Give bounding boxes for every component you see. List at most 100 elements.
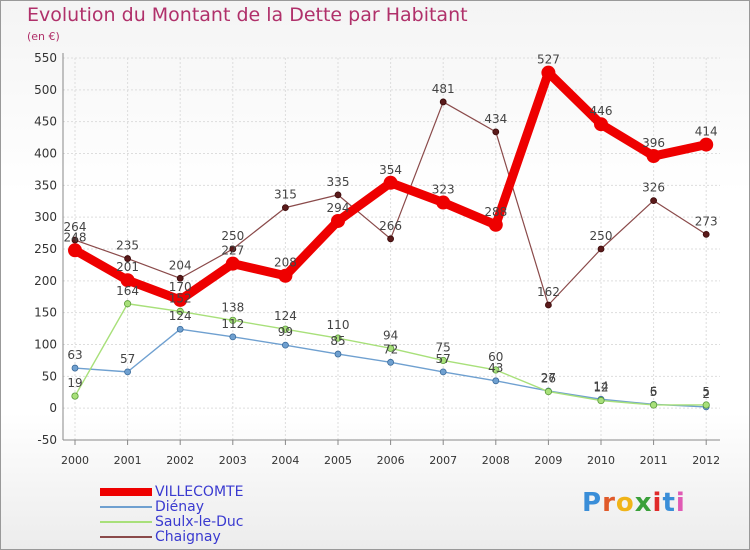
data-label-saulx-le-duc: 110 xyxy=(327,318,350,332)
data-label-saulx-le-duc: 164 xyxy=(116,284,139,298)
data-label-villecomte: 294 xyxy=(327,201,350,215)
legend-item-villecomte: VILLECOMTE xyxy=(100,485,360,500)
data-point-chaignay xyxy=(545,301,552,309)
data-label-dienay: 6 xyxy=(650,384,658,398)
y-tick-label: 450 xyxy=(34,115,57,129)
legend-label: Diénay xyxy=(155,499,205,515)
data-point-villecomte xyxy=(173,292,188,307)
data-label-villecomte: 288 xyxy=(484,205,507,219)
data-point-dienay xyxy=(229,333,237,341)
legend-label: VILLECOMTE xyxy=(155,484,244,500)
data-label-saulx-le-duc: 124 xyxy=(274,309,297,323)
data-label-villecomte: 208 xyxy=(274,256,297,270)
data-label-villecomte: 354 xyxy=(379,163,402,177)
data-point-chaignay xyxy=(281,204,289,212)
data-label-chaignay: 335 xyxy=(327,175,350,189)
data-label-villecomte: 446 xyxy=(590,104,613,118)
x-tick-label: 2006 xyxy=(377,454,405,467)
logo-letter: i xyxy=(675,488,686,518)
data-point-saulx-le-duc xyxy=(492,366,500,374)
y-tick-label: 500 xyxy=(34,83,57,97)
x-tick-label: 2009 xyxy=(534,454,562,467)
data-point-saulx-le-duc xyxy=(649,401,658,409)
data-label-saulx-le-duc: 26 xyxy=(541,372,556,386)
data-point-chaignay xyxy=(176,274,184,282)
data-point-saulx-le-duc xyxy=(702,401,710,409)
x-tick-label: 2011 xyxy=(640,454,668,467)
y-tick-label: -50 xyxy=(37,433,57,447)
data-point-dienay xyxy=(176,325,184,333)
data-label-saulx-le-duc: 94 xyxy=(383,328,398,342)
data-label-chaignay: 250 xyxy=(221,229,244,243)
data-point-chaignay xyxy=(702,230,710,238)
y-tick-label: 250 xyxy=(34,242,57,256)
data-point-villecomte xyxy=(541,65,556,80)
data-label-dienay: 2 xyxy=(702,387,710,401)
data-label-saulx-le-duc: 60 xyxy=(488,350,503,364)
y-tick-label: 550 xyxy=(34,51,57,65)
data-point-saulx-le-duc xyxy=(281,325,289,333)
legend-swatch xyxy=(100,488,152,496)
y-tick-label: 300 xyxy=(34,210,57,224)
legend-swatch xyxy=(100,521,152,523)
x-tick-label: 2010 xyxy=(587,454,615,467)
data-point-dienay xyxy=(492,377,500,385)
data-label-saulx-le-duc: 5 xyxy=(650,385,658,399)
data-point-saulx-le-duc xyxy=(334,334,342,342)
logo-letter: r xyxy=(602,488,616,518)
data-point-villecomte xyxy=(331,213,345,228)
y-tick-label: 100 xyxy=(34,338,57,352)
legend-item-saulx-le-duc: Saulx-le-Duc xyxy=(100,515,360,530)
data-label-chaignay: 315 xyxy=(274,188,297,202)
data-point-dienay xyxy=(387,358,395,366)
data-label-villecomte: 396 xyxy=(642,136,665,150)
axes xyxy=(62,53,720,445)
data-point-saulx-le-duc xyxy=(71,392,79,400)
y-tick-label: 200 xyxy=(34,274,57,288)
y-tick-label: 400 xyxy=(34,147,57,161)
logo-letter: t xyxy=(662,488,676,518)
y-tick-label: 50 xyxy=(42,369,57,383)
data-label-saulx-le-duc: 19 xyxy=(67,376,82,390)
data-label-dienay: 112 xyxy=(221,317,244,331)
y-tick-label: 0 xyxy=(49,401,57,415)
data-label-villecomte: 323 xyxy=(432,183,455,197)
data-label-chaignay: 264 xyxy=(64,220,87,234)
x-tick-label: 2005 xyxy=(324,454,352,467)
data-point-chaignay xyxy=(439,98,447,106)
x-tick-label: 2002 xyxy=(166,454,194,467)
data-label-chaignay: 481 xyxy=(432,82,455,96)
series-layer xyxy=(68,65,714,411)
data-point-villecomte xyxy=(699,137,714,152)
data-point-saulx-le-duc xyxy=(597,396,605,405)
legend-swatch xyxy=(100,506,152,508)
data-label-saulx-le-duc: 12 xyxy=(593,381,608,395)
logo-letter: i xyxy=(652,488,663,518)
data-label-saulx-le-duc: 152 xyxy=(169,291,192,305)
data-point-chaignay xyxy=(71,236,79,244)
data-label-dienay: 27 xyxy=(541,371,556,385)
data-point-villecomte xyxy=(488,217,503,232)
data-point-chaignay xyxy=(229,245,237,253)
data-label-villecomte: 527 xyxy=(537,53,560,67)
data-point-chaignay xyxy=(597,245,605,253)
data-label-dienay: 57 xyxy=(436,352,451,366)
legend-item-chaignay: Chaignay xyxy=(100,530,360,545)
legend-swatch xyxy=(100,536,152,538)
data-point-dienay xyxy=(71,364,79,372)
grid xyxy=(63,57,720,441)
data-label-chaignay: 250 xyxy=(590,229,613,243)
data-label-villecomte: 170 xyxy=(169,280,192,294)
data-label-chaignay: 273 xyxy=(695,214,718,228)
tick-labels: -50 0 50 100 150 200 250 300 350 400 450 500 550 2000… xyxy=(34,51,720,467)
data-point-saulx-le-duc xyxy=(386,344,395,352)
data-point-saulx-le-duc xyxy=(124,300,132,308)
data-label-dienay: 57 xyxy=(120,352,135,366)
data-label-villecomte: 201 xyxy=(116,260,139,274)
data-point-villecomte xyxy=(436,195,451,210)
y-tick-label: 350 xyxy=(34,178,57,192)
data-label-dienay: 72 xyxy=(383,342,398,356)
logo-letter: o xyxy=(615,488,635,518)
data-point-saulx-le-duc xyxy=(176,307,184,315)
